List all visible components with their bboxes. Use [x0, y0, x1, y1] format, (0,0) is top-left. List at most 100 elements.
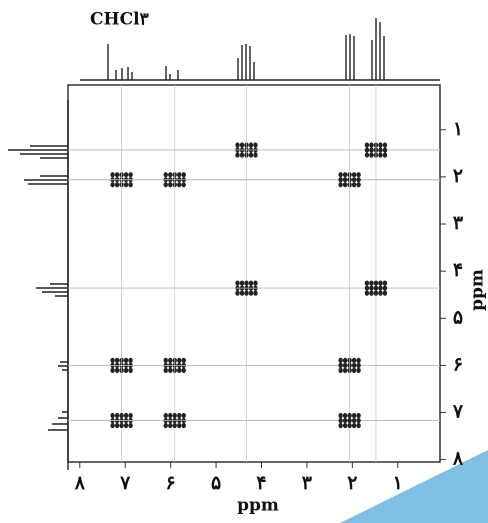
plot-frame: [67, 84, 441, 463]
peak-dot: [235, 290, 240, 296]
cross-peak: [338, 357, 361, 373]
peak-dot: [351, 357, 357, 363]
peak-dot: [342, 357, 348, 363]
peak-dot: [163, 412, 168, 419]
cross-peak: [110, 357, 133, 373]
peak-dot: [163, 357, 168, 363]
peak-dot: [168, 367, 173, 373]
y-tick-label: ۷: [452, 401, 464, 423]
peak-dot: [181, 182, 186, 188]
peak-dot: [239, 280, 245, 286]
cross-peak: [163, 172, 186, 188]
peak-dot: [351, 367, 357, 373]
peak-dot: [338, 172, 343, 178]
peak-dot: [110, 367, 115, 373]
peak-dot: [364, 280, 370, 286]
peak-dot: [128, 367, 133, 373]
peak-dot: [382, 280, 388, 286]
peak-dot: [338, 362, 343, 368]
peak-dot: [356, 177, 361, 183]
peak-dot: [110, 422, 115, 429]
peak-dot: [351, 172, 357, 178]
peak-dot: [248, 280, 254, 286]
cross-peak: [364, 142, 388, 158]
x-tick-label: ۴: [256, 472, 266, 494]
peak-dot: [114, 172, 120, 178]
annotation: CHCl۳: [90, 10, 149, 30]
peak-dot: [369, 152, 374, 158]
peak-dot: [342, 422, 348, 429]
peak-dot: [128, 182, 133, 188]
peak-dot: [172, 422, 177, 429]
peak-dot: [338, 412, 343, 419]
peak-dot: [356, 182, 361, 188]
peak-dot: [351, 412, 357, 419]
peak-dot: [364, 147, 370, 153]
peak-dot: [163, 422, 168, 429]
peak-dot: [181, 357, 186, 363]
peak-dot: [378, 290, 383, 296]
top-projection: [80, 18, 440, 81]
peak-dot: [356, 362, 361, 368]
peak-dot: [177, 182, 182, 188]
peak-dot: [338, 357, 343, 363]
x-tick-label: ۵: [211, 472, 221, 494]
x-tick-label: ۱: [393, 472, 403, 494]
y-tick-label: ۶: [453, 353, 463, 375]
peak-dot: [235, 152, 240, 158]
peak-dot: [378, 285, 383, 291]
cross-peak: [338, 412, 361, 429]
peak-dot: [181, 412, 186, 419]
peak-dot: [373, 290, 379, 296]
peak-dot: [342, 362, 348, 368]
peak-dot: [114, 357, 120, 363]
peak-dot: [128, 412, 133, 419]
peak-dot: [356, 422, 361, 429]
peak-dot: [253, 152, 258, 158]
peak-dot: [244, 280, 249, 286]
peak-dot: [351, 182, 357, 188]
y-tick-label: ۵: [453, 306, 463, 328]
peak-dot: [351, 422, 357, 429]
peak-dot: [181, 422, 186, 429]
peak-dot: [364, 290, 370, 296]
peak-dot: [235, 142, 240, 148]
peak-dot: [338, 422, 343, 429]
peak-dot: [110, 182, 115, 188]
peak-dot: [378, 142, 383, 148]
cross-peak: [364, 280, 388, 296]
peak-dot: [356, 417, 361, 424]
peak-dot: [177, 412, 182, 419]
peak-dot: [347, 412, 352, 419]
y-axis-label: ppm: [468, 269, 488, 311]
peak-dot: [248, 142, 254, 148]
peak-dot: [163, 172, 168, 178]
x-tick-label: ۸: [74, 472, 86, 494]
peak-dot: [253, 290, 258, 296]
y-tick-label: ۸: [452, 448, 464, 470]
peak-dot: [382, 152, 388, 158]
peak-dot: [342, 417, 348, 424]
y-tick-label: ۱: [453, 118, 463, 140]
peak-dot: [369, 290, 374, 296]
peak-dot: [114, 412, 120, 419]
peak-dot: [181, 367, 186, 373]
peak-dot: [168, 412, 173, 419]
peak-dot: [347, 417, 352, 424]
peak-dot: [110, 412, 115, 419]
peak-dot: [177, 367, 182, 373]
peak-dot: [351, 177, 357, 183]
peak-dot: [356, 412, 361, 419]
y-tick-label: ۳: [453, 212, 464, 234]
peak-dot: [364, 142, 370, 148]
peak-dot: [373, 280, 379, 286]
peak-dot: [172, 412, 177, 419]
peak-dot: [128, 357, 133, 363]
peak-dot: [351, 417, 357, 424]
peak-dot: [342, 412, 348, 419]
peak-dot: [123, 412, 129, 419]
peak-dot: [123, 182, 129, 188]
left-projection: [8, 100, 69, 470]
peak-dot: [356, 367, 361, 373]
